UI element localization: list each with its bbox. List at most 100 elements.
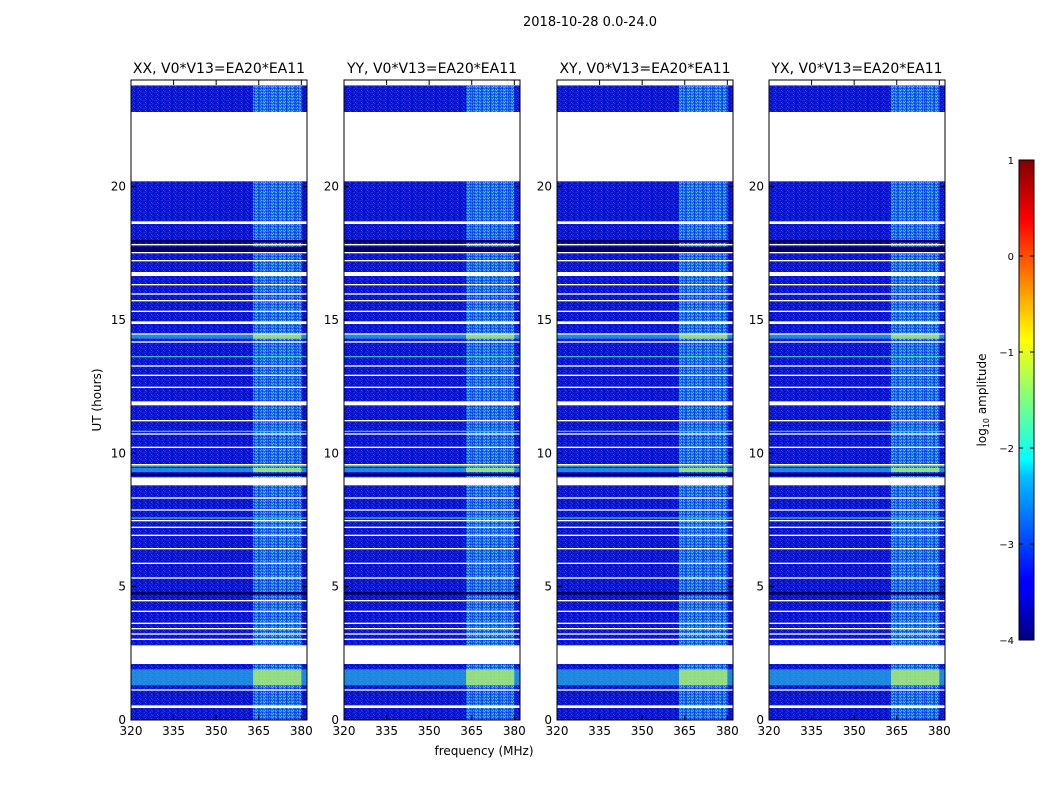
- panel-0-dark-band: [131, 246, 307, 252]
- panel-2-flag-gap: [557, 112, 733, 182]
- panel-3-flag-gap: [769, 401, 945, 406]
- panel-2-bright-band: [557, 468, 733, 472]
- panel-3-flag-gap: [769, 272, 945, 276]
- panel-2-bright-rfi: [679, 669, 728, 686]
- panel-2-title: XY, V0*V13=EA20*EA11: [559, 61, 730, 77]
- colorbar-tick-label: 0: [1008, 252, 1014, 263]
- panel-1-flag-gap: [344, 464, 520, 466]
- panel-1-ytick-label: 0: [331, 713, 339, 727]
- panel-2-ytick-label: 15: [537, 313, 552, 327]
- panel-0-title: XX, V0*V13=EA20*EA11: [133, 61, 305, 77]
- panel-3-flag-gap: [769, 577, 945, 579]
- panel-1-flag-gap: [344, 333, 520, 335]
- panel-1-bright-band: [344, 334, 520, 339]
- panel-0-line-band: [131, 430, 307, 432]
- panel-3-flag-gap: [769, 333, 945, 335]
- panel-3-bright-rfi: [891, 468, 940, 472]
- panel-3-flag-gap: [769, 293, 945, 295]
- panel-2-flag-gap: [557, 497, 733, 499]
- panel-3-flag-gap: [769, 689, 945, 691]
- panel-3-bright-band: [769, 334, 945, 339]
- panel-1-flag-gap: [344, 284, 520, 286]
- figure-suptitle: 2018-10-28 0.0-24.0: [523, 15, 657, 30]
- panel-2-flag-gap: [557, 534, 733, 536]
- panel-0-xtick-label: 320: [120, 724, 143, 738]
- panel-2-flag-gap: [557, 284, 733, 286]
- panel-2-flag-gap: [557, 464, 733, 466]
- colorbar-tick-label: −3: [999, 540, 1014, 551]
- panel-1-xtick-label: 335: [375, 724, 398, 738]
- panel-0-flag-gap: [131, 386, 307, 388]
- panel-3-bright-rfi: [891, 334, 940, 339]
- panel-2-line-band: [557, 465, 733, 467]
- panel-1-flag-gap: [344, 321, 520, 324]
- panel-3-flag-gap: [769, 645, 945, 664]
- panel-0-flag-gap: [131, 446, 307, 448]
- panel-0-flag-gap: [131, 562, 307, 564]
- panel-2-flag-gap: [557, 509, 733, 511]
- panel-3-flag-gap: [769, 386, 945, 388]
- panel-2-flag-gap: [557, 244, 733, 246]
- panel-2-line-band: [557, 517, 733, 519]
- panel-3-line-band: [769, 356, 945, 358]
- panel-0-flag-gap: [131, 705, 307, 708]
- panel-2-frame: [556, 79, 734, 721]
- panel-1-flag-gap: [344, 221, 520, 224]
- panel-3-dark-band: [769, 473, 945, 476]
- panel-0-flag-gap: [131, 244, 307, 246]
- panel-3-ytick-label: 15: [749, 313, 764, 327]
- panel-3-flag-gap: [769, 705, 945, 708]
- panel-0-line-band: [131, 356, 307, 358]
- colorbar-label-suffix: amplitude: [975, 354, 989, 418]
- panel-1-flag-gap: [344, 300, 520, 302]
- panel-2-ytick-label: 10: [537, 446, 552, 460]
- panel-2-line-band: [557, 356, 733, 358]
- panel-2-flag-gap: [557, 272, 733, 276]
- panel-3-xtick-label: 365: [885, 724, 908, 738]
- x-axis-label: frequency (MHz): [434, 744, 533, 758]
- panel-2-flag-gap: [557, 633, 733, 635]
- panel-1-flag-gap: [344, 562, 520, 564]
- panel-1-flag-gap: [344, 520, 520, 522]
- panel-3-flag-gap: [769, 341, 945, 343]
- panel-3-title: YX, V0*V13=EA20*EA11: [770, 61, 942, 77]
- panel-2-flag-gap: [557, 520, 733, 522]
- panel-1-flag-gap: [344, 622, 520, 624]
- panel-1-flag-gap: [344, 374, 520, 376]
- panel-2-line-band: [557, 430, 733, 432]
- panel-1-xtick-label: 380: [503, 724, 526, 738]
- panel-1-flag-gap: [344, 477, 520, 486]
- panel-0-flag-gap: [131, 577, 307, 579]
- panel-3-flag-gap: [769, 534, 945, 536]
- panel-0-flag-gap: [131, 420, 307, 422]
- panel-0-flag-gap: [131, 272, 307, 276]
- panel-1-flag-gap: [344, 365, 520, 367]
- panel-0-flag-gap: [131, 321, 307, 324]
- panel-0-bright-rfi: [253, 468, 302, 472]
- colorbar-tick-label: −1: [999, 348, 1014, 359]
- panel-1-flag-gap: [344, 433, 520, 435]
- panel-3-flag-gap: [769, 221, 945, 224]
- panel-1-flag-gap: [344, 341, 520, 343]
- panel-2-xtick-label: 380: [716, 724, 739, 738]
- panel-3-flag-gap: [769, 600, 945, 602]
- panel-0-bright-band: [131, 468, 307, 472]
- panel-0-empty-top: [131, 80, 307, 86]
- panel-3-xtick-label: 350: [843, 724, 866, 738]
- panel-3-line-band: [769, 517, 945, 519]
- panel-3-dark-band: [769, 240, 945, 243]
- panel-3-flag-gap: [769, 260, 945, 262]
- panel-3-dark-band: [769, 592, 945, 595]
- panel-2-flag-gap: [557, 221, 733, 224]
- panel-2-flag-gap: [557, 374, 733, 376]
- panel-2-xtick-label: 335: [588, 724, 611, 738]
- panel-3-flag-gap: [769, 420, 945, 422]
- panel-0-flag-gap: [131, 300, 307, 302]
- panel-2-flag-gap: [557, 300, 733, 302]
- panel-2-flag-gap: [557, 645, 733, 664]
- colorbar-label-subscript: 10: [982, 418, 991, 428]
- panel-1-flag-gap: [344, 610, 520, 612]
- panel-0-flag-gap: [131, 628, 307, 630]
- panel-3-xtick-label: 335: [800, 724, 823, 738]
- panel-1-ytick-label: 15: [324, 313, 339, 327]
